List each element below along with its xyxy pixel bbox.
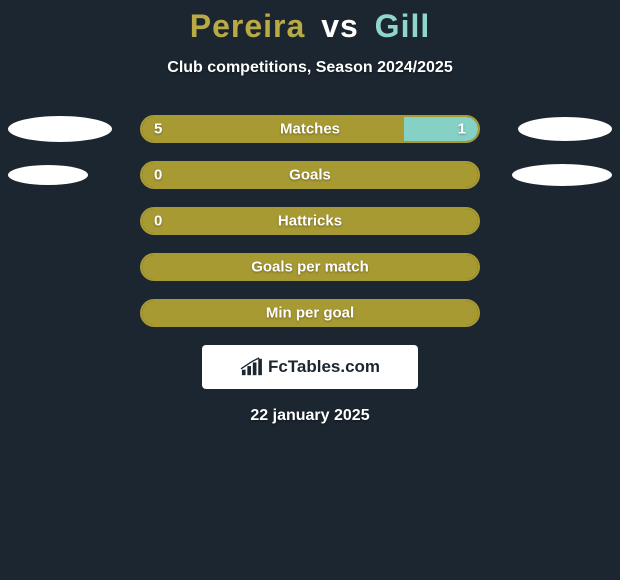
player1-ellipse bbox=[8, 165, 88, 185]
stat-bar: Hattricks0 bbox=[140, 207, 480, 235]
subtitle: Club competitions, Season 2024/2025 bbox=[0, 59, 620, 77]
stat-bar: Matches51 bbox=[140, 115, 480, 143]
stat-bar: Goals0 bbox=[140, 161, 480, 189]
stat-bar: Goals per match bbox=[140, 253, 480, 281]
bar-chart-icon bbox=[240, 357, 262, 377]
date: 22 january 2025 bbox=[0, 407, 620, 425]
stat-bar-left bbox=[142, 255, 478, 279]
stat-row: Matches51 bbox=[0, 115, 620, 143]
stat-bar-left bbox=[142, 301, 478, 325]
player1-ellipse bbox=[8, 116, 112, 142]
stat-value-left: 5 bbox=[154, 121, 162, 138]
stat-row: Goals per match bbox=[0, 253, 620, 281]
stat-value-left: 0 bbox=[154, 213, 162, 230]
stat-bar-left bbox=[142, 163, 478, 187]
stat-bar-left bbox=[142, 209, 478, 233]
title-player2: Gill bbox=[375, 8, 431, 44]
stat-rows: Matches51Goals0Hattricks0Goals per match… bbox=[0, 115, 620, 327]
stat-value-left: 0 bbox=[154, 167, 162, 184]
stat-bar: Min per goal bbox=[140, 299, 480, 327]
player2-ellipse bbox=[518, 117, 612, 141]
title-vs: vs bbox=[321, 8, 359, 44]
stat-row: Hattricks0 bbox=[0, 207, 620, 235]
stats-card: Pereira vs Gill Club competitions, Seaso… bbox=[0, 0, 620, 580]
player2-ellipse bbox=[512, 164, 612, 186]
brand-text: FcTables.com bbox=[268, 357, 380, 377]
stat-row: Min per goal bbox=[0, 299, 620, 327]
brand-badge: FcTables.com bbox=[202, 345, 418, 389]
stat-row: Goals0 bbox=[0, 161, 620, 189]
title: Pereira vs Gill bbox=[0, 0, 620, 45]
stat-bar-right bbox=[404, 117, 478, 141]
stat-value-right: 1 bbox=[458, 121, 466, 138]
stat-bar-left bbox=[142, 117, 404, 141]
title-player1: Pereira bbox=[190, 8, 306, 44]
